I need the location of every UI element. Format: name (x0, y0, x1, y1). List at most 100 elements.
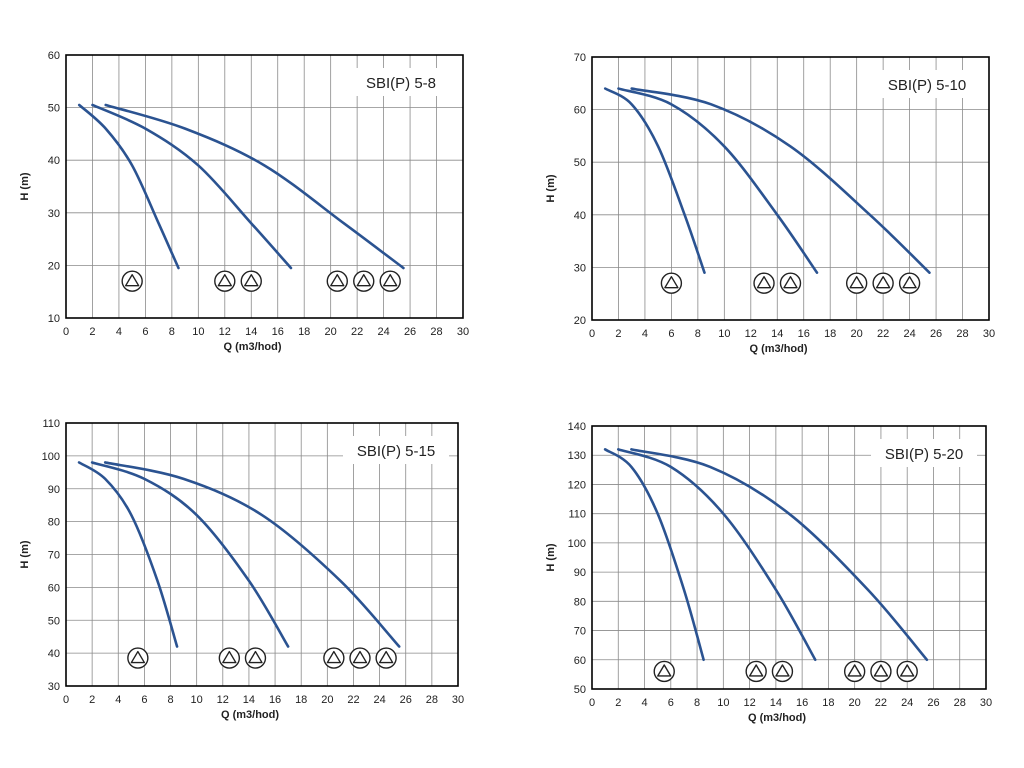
y-tick-label: 30 (48, 681, 60, 693)
x-tick-label: 16 (269, 694, 281, 706)
x-tick-label: 22 (875, 697, 887, 709)
circled-triangle-icon (240, 270, 262, 292)
x-axis-label: Q (m3/hod) (221, 709, 279, 721)
y-tick-label: 40 (574, 210, 586, 222)
y-tick-label: 50 (48, 103, 60, 115)
chart-title: SBI(P) 5-8 (366, 75, 436, 92)
y-tick-label: 40 (48, 648, 60, 660)
x-tick-label: 14 (770, 697, 782, 709)
circled-triangle-icon (845, 272, 868, 294)
x-tick-label: 22 (351, 326, 363, 338)
chart-panel: 0 2 4 6 8 10 12 14 16 18 20 22 24 26 28 30102030405060Q… (19, 50, 469, 353)
chart-title: SBI(P) 5-15 (357, 443, 435, 460)
x-tick-label: 24 (373, 694, 385, 706)
plot-frame (591, 56, 990, 321)
circled-triangle-icon (872, 272, 894, 294)
x-tick-label: 24 (903, 328, 915, 340)
circled-triangle-icon (771, 660, 794, 683)
x-tick-label: 6 (668, 697, 674, 709)
y-tick-label: 110 (42, 418, 60, 430)
x-axis-label: Q (m3/hod) (223, 341, 281, 353)
y-tick-label: 120 (568, 479, 586, 491)
circled-triangle-icon (353, 270, 375, 292)
x-tick-label: 12 (219, 326, 231, 338)
x-tick-label: 6 (668, 328, 674, 340)
x-tick-label: 12 (743, 697, 755, 709)
y-axis-label: H (m) (545, 174, 557, 202)
x-tick-label: 16 (272, 326, 284, 338)
circled-triangle-icon (375, 647, 397, 669)
plot-frame (65, 422, 459, 687)
y-tick-label: 70 (574, 52, 586, 64)
y-tick-label: 60 (48, 50, 60, 62)
x-tick-label: 6 (141, 694, 147, 706)
x-tick-label: 30 (457, 326, 469, 338)
x-tick-label: 22 (347, 694, 359, 706)
y-tick-label: 100 (42, 451, 60, 463)
x-tick-label: 0 (589, 697, 595, 709)
chart-title-box (871, 439, 977, 467)
circled-triangle-icon (896, 660, 918, 683)
circled-triangle-icon (214, 270, 236, 292)
y-tick-label: 80 (48, 517, 60, 529)
x-tick-label: 28 (954, 697, 966, 709)
x-tick-label: 24 (901, 697, 913, 709)
x-tick-label: 30 (983, 328, 995, 340)
x-tick-label: 18 (295, 694, 307, 706)
y-tick-label: 60 (48, 582, 60, 594)
y-tick-label: 90 (574, 567, 586, 579)
x-tick-label: 14 (771, 328, 783, 340)
x-tick-label: 26 (927, 697, 939, 709)
x-tick-label: 2 (89, 694, 95, 706)
x-tick-label: 16 (798, 328, 810, 340)
plot-frame (65, 54, 464, 319)
y-tick-label: 80 (574, 596, 586, 608)
x-tick-label: 10 (192, 326, 204, 338)
y-tick-label: 50 (574, 157, 586, 169)
x-tick-label: 18 (298, 326, 310, 338)
chart-title-box (874, 70, 980, 98)
y-axis-label: H (m) (19, 172, 31, 200)
x-tick-label: 2 (615, 328, 621, 340)
x-tick-label: 8 (695, 328, 701, 340)
y-tick-label: 60 (574, 655, 586, 667)
x-tick-label: 12 (745, 328, 757, 340)
x-tick-label: 20 (849, 697, 861, 709)
y-tick-label: 30 (574, 262, 586, 274)
y-tick-label: 50 (574, 684, 586, 696)
x-axis-label: Q (m3/hod) (748, 712, 806, 724)
x-tick-label: 18 (822, 697, 834, 709)
y-tick-label: 10 (48, 313, 60, 325)
circled-triangle-icon (244, 647, 267, 669)
circled-triangle-icon (898, 272, 921, 294)
x-tick-label: 8 (694, 697, 700, 709)
y-tick-label: 60 (574, 105, 586, 117)
chart-panel: 0 2 4 6 8 10 12 14 16 18 20 22 24 26 28 303040506070809… (19, 418, 464, 721)
x-tick-label: 2 (615, 697, 621, 709)
chart-title-box (343, 436, 449, 464)
x-tick-label: 10 (718, 328, 730, 340)
circled-triangle-icon (127, 647, 149, 669)
x-tick-label: 12 (217, 694, 229, 706)
y-tick-label: 70 (574, 626, 586, 638)
chart-title: SBI(P) 5-20 (885, 446, 963, 463)
y-tick-label: 140 (568, 421, 586, 433)
x-tick-label: 26 (404, 326, 416, 338)
x-tick-label: 26 (930, 328, 942, 340)
x-tick-label: 26 (400, 694, 412, 706)
x-tick-label: 14 (245, 326, 257, 338)
x-tick-label: 0 (589, 328, 595, 340)
y-tick-label: 110 (568, 509, 586, 521)
y-axis-label: H (m) (19, 540, 31, 568)
circled-triangle-icon (779, 272, 802, 294)
circled-triangle-icon (379, 270, 401, 292)
chart-title-box (348, 68, 454, 96)
x-tick-label: 18 (824, 328, 836, 340)
circled-triangle-icon (218, 647, 241, 669)
x-tick-label: 16 (796, 697, 808, 709)
circled-triangle-icon (660, 272, 683, 294)
y-tick-label: 50 (48, 615, 60, 627)
y-tick-label: 130 (568, 450, 586, 462)
x-tick-label: 6 (142, 326, 148, 338)
